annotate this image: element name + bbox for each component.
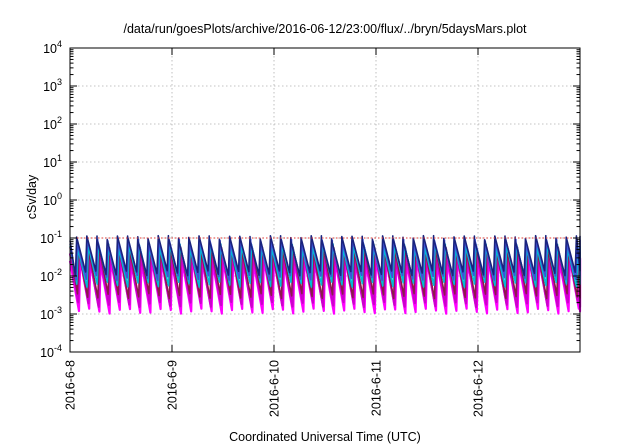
x-tick-label: 2016-6-10 xyxy=(268,360,282,417)
y-tick-label: 103 xyxy=(43,77,62,94)
x-tick-label: 2016-6-8 xyxy=(64,360,78,410)
y-tick-label: 104 xyxy=(43,39,62,56)
series-line xyxy=(69,234,581,277)
y-tick-label: 101 xyxy=(43,153,62,170)
chart-title: /data/run/goesPlots/archive/2016-06-12/2… xyxy=(123,22,527,36)
series-line xyxy=(69,243,581,288)
x-axis-label: Coordinated Universal Time (UTC) xyxy=(229,430,421,444)
y-tick-label: 10-4 xyxy=(40,343,62,360)
plot-frame xyxy=(69,47,581,353)
y-tick-label: 102 xyxy=(43,115,62,132)
x-tick-label: 2016-6-11 xyxy=(370,360,384,416)
y-tick-label: 10-1 xyxy=(40,229,62,246)
x-tick-labels: 2016-6-8 2016-6-9 2016-6-10 2016-6-11 2016-6… xyxy=(64,360,486,417)
series-group xyxy=(68,234,582,315)
x-tick-label: 2016-6-12 xyxy=(472,360,486,417)
y-axis-label: cSv/day xyxy=(25,174,39,219)
axis-ticks xyxy=(69,47,580,353)
y-tick-label: 100 xyxy=(43,191,62,208)
y-tick-label: 10-2 xyxy=(40,267,62,284)
y-tick-labels: 10-4 10-3 10-2 10-1 100 101 102 103 104 xyxy=(40,39,62,360)
x-tick-label: 2016-6-9 xyxy=(166,360,180,410)
series-line xyxy=(69,246,581,300)
y-tick-label: 10-3 xyxy=(40,305,62,322)
